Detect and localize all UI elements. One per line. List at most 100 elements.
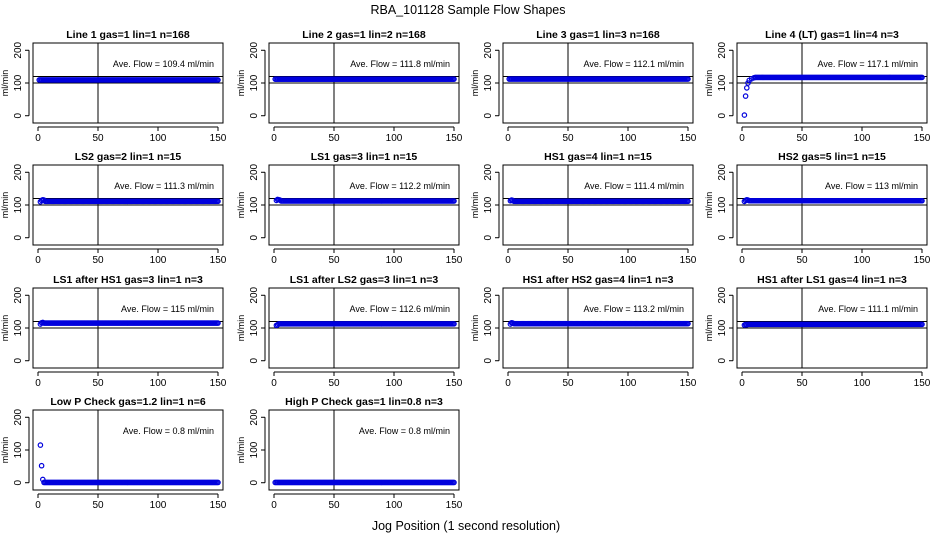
x-tick-label: 100	[620, 133, 637, 144]
y-tick-label: 0	[483, 235, 494, 241]
y-tick-label: 100	[483, 319, 494, 336]
panel-grid: Line 1 gas=1 lin=1 n=168 0 50 100 150 0 100 200…	[0, 29, 931, 511]
y-tick-label: 0	[483, 358, 494, 364]
x-tick-label: 0	[505, 378, 511, 389]
data-series	[741, 196, 925, 205]
data-point	[741, 112, 748, 118]
y-tick-label: 0	[13, 113, 24, 119]
data-point	[451, 321, 457, 327]
x-tick-label: 0	[739, 255, 745, 266]
x-tick-label: 50	[796, 255, 808, 266]
plot-frame	[268, 409, 460, 491]
panel-title: LS1 after HS1 gas=3 lin=1 n=3	[53, 274, 203, 286]
data-series	[273, 196, 457, 204]
y-tick-label: 0	[249, 358, 260, 364]
panel-title: Line 2 gas=1 lin=2 n=168	[302, 29, 426, 41]
y-tick-label: 0	[249, 113, 260, 119]
average-flow-annotation: Ave. Flow = 111.4 ml/min	[584, 181, 684, 191]
panel-title: High P Check gas=1 lin=0.8 n=3	[285, 396, 443, 408]
data-point	[37, 442, 44, 448]
x-tick-label: 0	[35, 133, 41, 144]
y-tick-label: 100	[249, 196, 260, 213]
data-point	[919, 74, 925, 81]
x-tick-label: 0	[271, 500, 277, 511]
panel-title: HS1 gas=4 lin=1 n=15	[544, 151, 652, 163]
x-tick-label: 0	[35, 378, 41, 389]
average-flow-annotation: Ave. Flow = 111.3 ml/min	[114, 181, 214, 191]
panel-7: HS1 gas=4 lin=1 n=15 0 50 100 150 0 100 200 ml/m…	[470, 151, 697, 266]
panel-title: Line 1 gas=1 lin=1 n=168	[66, 29, 190, 41]
data-series	[272, 76, 457, 82]
x-tick-label: 0	[271, 133, 277, 144]
x-tick-label: 0	[739, 133, 745, 144]
data-point	[451, 479, 457, 486]
y-tick-label: 200	[717, 163, 728, 180]
y-axis-label: ml/min	[236, 192, 246, 219]
x-tick-label: 150	[680, 133, 697, 144]
panel-4: Line 4 (LT) gas=1 lin=4 n=3 0 50 100 150 0 100…	[704, 29, 931, 144]
x-tick-label: 150	[210, 500, 227, 511]
average-flow-annotation: Ave. Flow = 115 ml/min	[121, 304, 214, 314]
x-tick-label: 150	[210, 133, 227, 144]
y-tick-label: 0	[717, 358, 728, 364]
x-tick-label: 50	[328, 255, 340, 266]
average-flow-annotation: Ave. Flow = 113 ml/min	[825, 181, 918, 191]
y-tick-label: 200	[13, 286, 24, 303]
panel-6: LS1 gas=3 lin=1 n=15 0 50 100 150 0 100 200 ml/m…	[236, 151, 463, 266]
panel-title: LS1 gas=3 lin=1 n=15	[311, 151, 418, 163]
x-tick-label: 100	[620, 378, 637, 389]
data-series	[506, 76, 691, 82]
y-tick-label: 0	[13, 235, 24, 241]
panel-10: LS1 after LS2 gas=3 lin=1 n=3 0 50 100 150 0 1…	[236, 274, 463, 389]
data-point	[451, 76, 457, 82]
average-flow-annotation: Ave. Flow = 111.8 ml/min	[350, 59, 450, 69]
panel-title: LS2 gas=2 lin=1 n=15	[75, 151, 182, 163]
y-axis-label: ml/min	[236, 437, 246, 464]
data-point	[451, 198, 457, 204]
x-tick-label: 0	[505, 255, 511, 266]
panel-title: HS2 gas=5 lin=1 n=15	[778, 151, 886, 163]
data-series	[37, 196, 221, 205]
y-tick-label: 100	[249, 74, 260, 91]
x-tick-label: 50	[92, 378, 104, 389]
y-tick-label: 100	[13, 196, 24, 213]
panel-title: Line 4 (LT) gas=1 lin=4 n=3	[765, 29, 899, 41]
y-tick-label: 200	[13, 408, 24, 425]
plot-frame	[32, 409, 224, 491]
panel-1: Line 1 gas=1 lin=1 n=168 0 50 100 150 0 100 200…	[0, 29, 227, 144]
average-flow-annotation: Ave. Flow = 0.8 ml/min	[123, 426, 214, 436]
x-tick-label: 100	[854, 133, 871, 144]
x-tick-label: 150	[914, 255, 931, 266]
y-axis-label: ml/min	[470, 70, 480, 97]
x-tick-label: 150	[914, 133, 931, 144]
average-flow-annotation: Ave. Flow = 112.2 ml/min	[350, 181, 450, 191]
average-flow-annotation: Ave. Flow = 109.4 ml/min	[113, 59, 214, 69]
y-tick-label: 100	[249, 441, 260, 458]
y-tick-label: 200	[717, 286, 728, 303]
x-tick-label: 100	[386, 255, 403, 266]
x-tick-label: 150	[446, 255, 463, 266]
panel-9: LS1 after HS1 gas=3 lin=1 n=3 0 50 100 150 0 1…	[0, 274, 227, 389]
data-point	[919, 321, 925, 328]
y-axis-label: ml/min	[0, 315, 10, 342]
y-tick-label: 200	[13, 163, 24, 180]
data-series	[37, 319, 221, 327]
panel-title: HS1 after LS1 gas=4 lin=1 n=3	[757, 274, 907, 286]
x-tick-label: 0	[35, 500, 41, 511]
data-series	[273, 321, 457, 329]
x-tick-label: 150	[680, 378, 697, 389]
x-tick-label: 50	[562, 378, 574, 389]
y-tick-label: 100	[717, 196, 728, 213]
y-axis-label: ml/min	[0, 192, 10, 219]
y-tick-label: 100	[483, 74, 494, 91]
x-tick-label: 150	[446, 500, 463, 511]
y-tick-label: 100	[717, 74, 728, 91]
data-point	[215, 479, 221, 486]
data-point	[919, 197, 925, 204]
y-tick-label: 100	[13, 441, 24, 458]
panel-11: HS1 after HS2 gas=4 lin=1 n=3 0 50 100 150 0 1…	[470, 274, 697, 389]
average-flow-annotation: Ave. Flow = 0.8 ml/min	[359, 426, 450, 436]
y-axis-label: ml/min	[0, 437, 10, 464]
x-tick-label: 50	[796, 133, 808, 144]
